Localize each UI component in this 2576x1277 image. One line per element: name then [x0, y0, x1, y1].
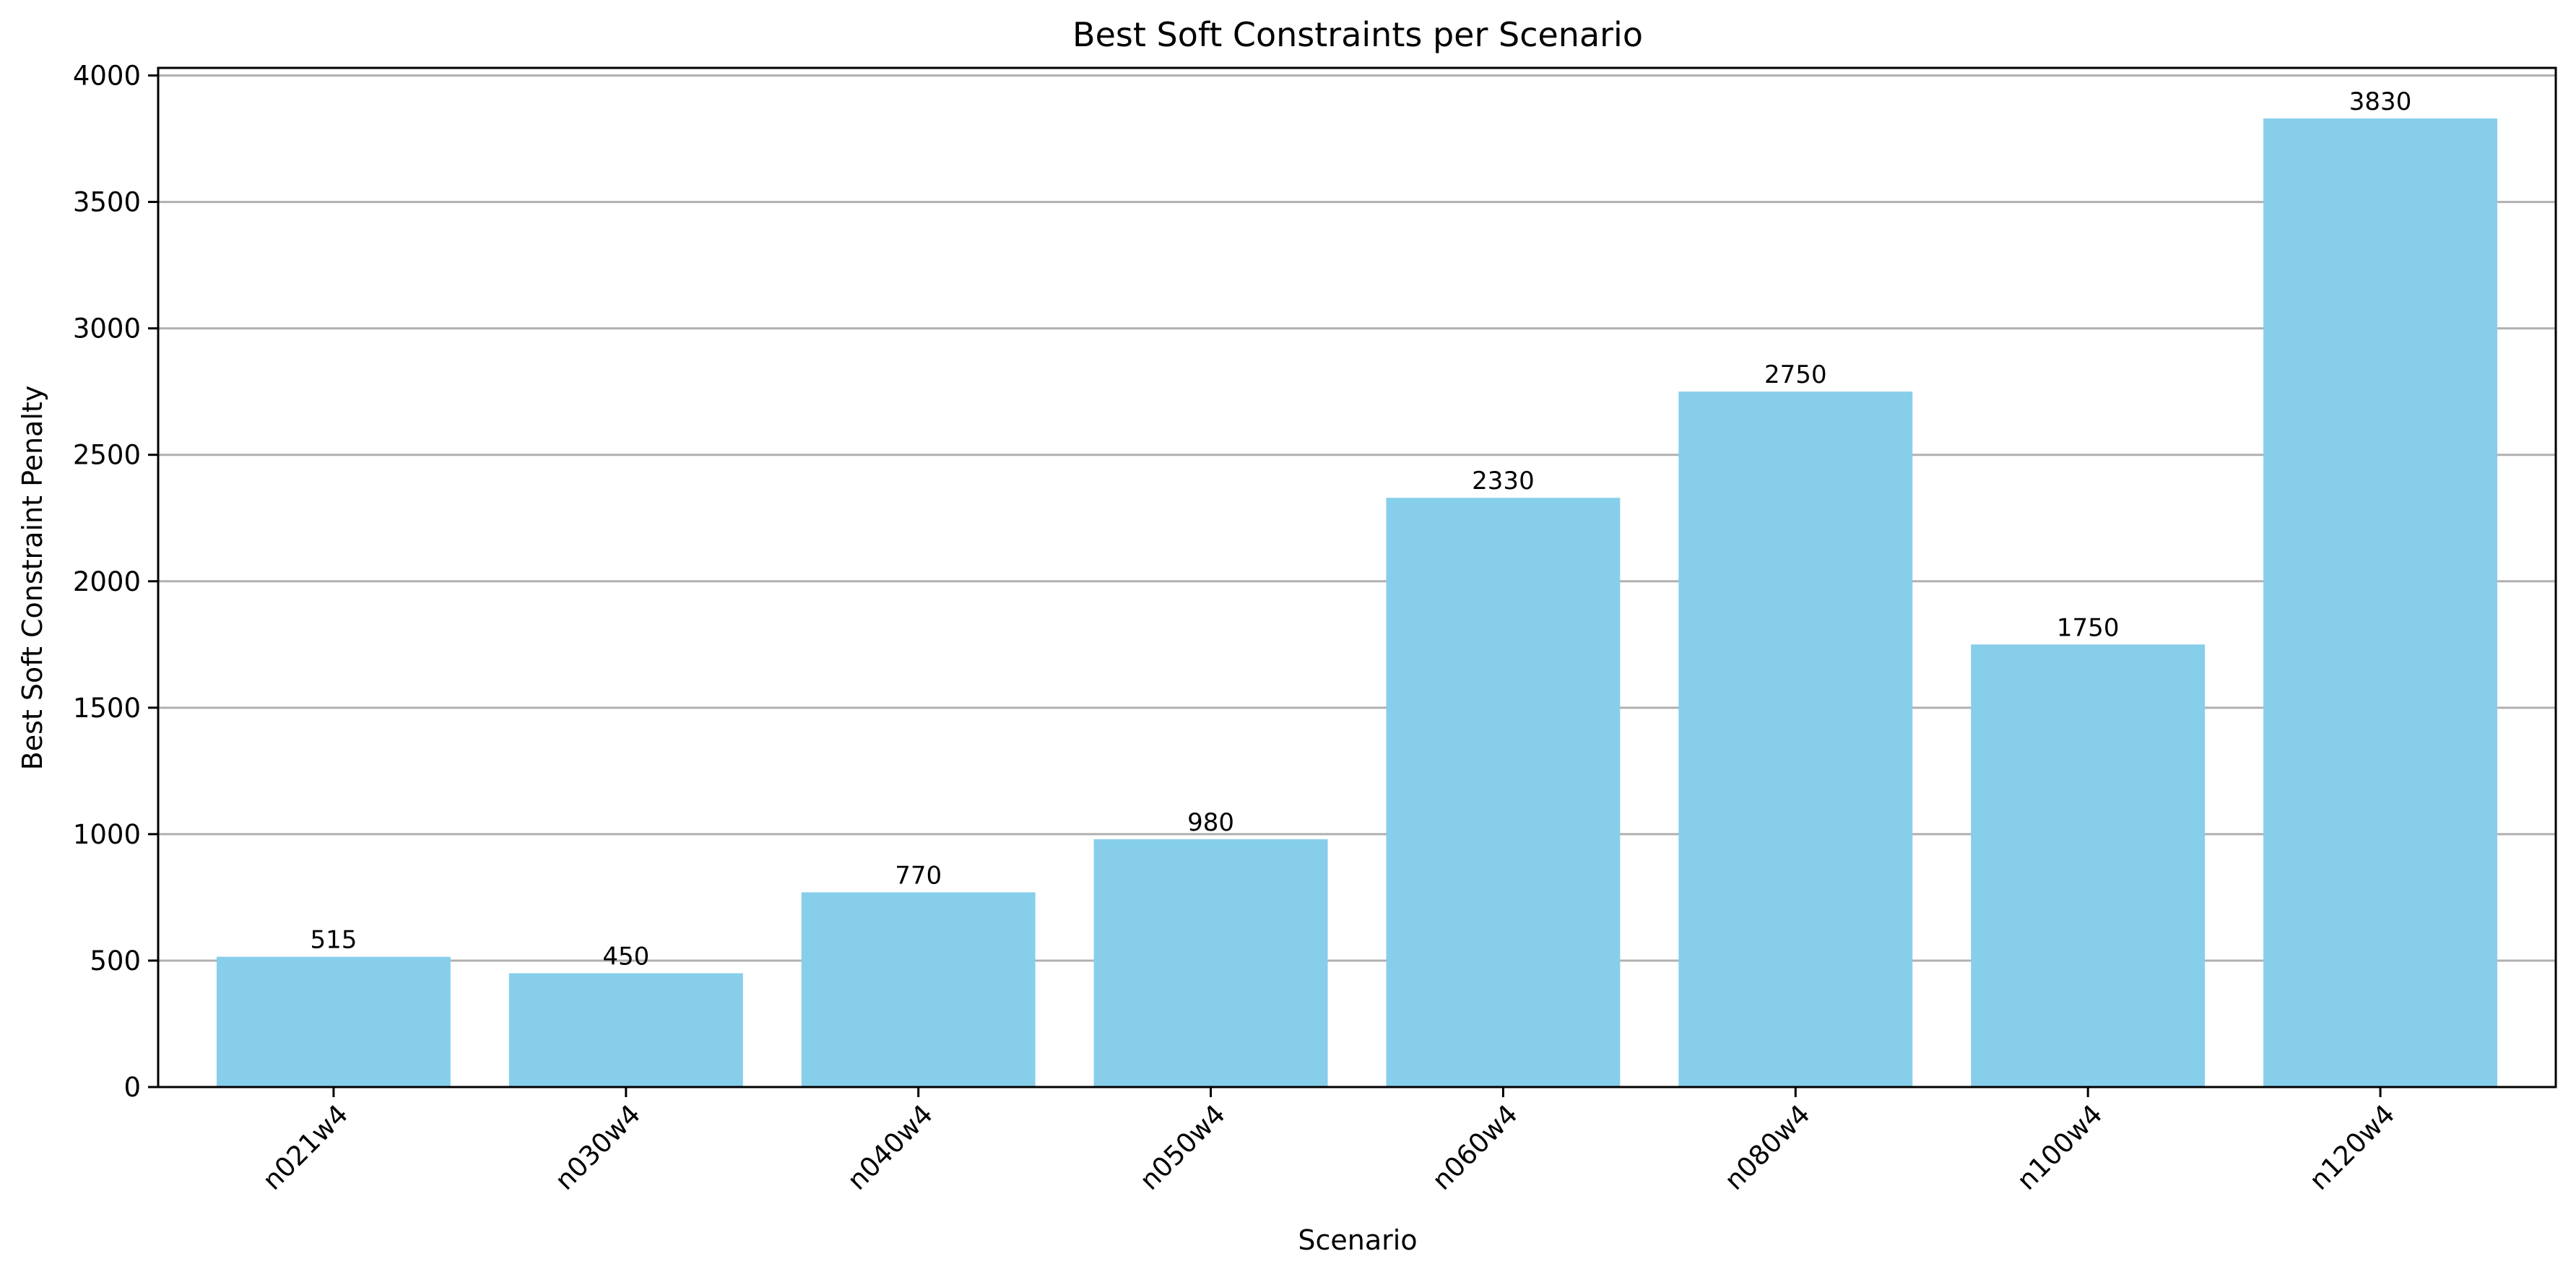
bar-value-label: 1750 [2057, 613, 2120, 642]
x-tick-label: n080w4 [1719, 1099, 1816, 1196]
y-axis-ticks: 0 500 1000 1500 2000 2500 3000 3500 4000 [73, 61, 158, 1103]
x-axis-ticks: n021w4 n030w4 n040w4 n050w4 n060w4 n080w4 n100… [256, 1087, 2401, 1196]
x-axis-label: Scenario [1298, 1224, 1417, 1256]
x-tick-label: n060w4 [1426, 1099, 1524, 1196]
y-tick-label: 4000 [73, 61, 141, 92]
y-tick-label: 2500 [73, 440, 141, 471]
bar-value-label: 2750 [1764, 360, 1827, 389]
chart-title: Best Soft Constraints per Scenario [1072, 15, 1643, 54]
y-tick-label: 500 [90, 945, 141, 977]
bars [216, 118, 2498, 1088]
y-gridlines [158, 74, 2556, 1088]
bar-value-label: 3830 [2349, 87, 2412, 116]
x-tick-label: n030w4 [549, 1099, 646, 1196]
bar [801, 892, 1036, 1087]
bar [1971, 644, 2206, 1087]
y-tick-label: 3500 [73, 187, 141, 218]
y-tick-label: 3000 [73, 313, 141, 345]
bar-value-label: 770 [895, 861, 942, 890]
bar [1093, 839, 1328, 1087]
bar [2263, 118, 2498, 1088]
y-axis-label: Best Soft Constraint Penalty [17, 386, 48, 771]
y-tick-label: 1500 [73, 693, 141, 724]
bar-value-label: 450 [602, 942, 649, 971]
y-tick-label: 2000 [73, 566, 141, 597]
x-tick-label: n021w4 [256, 1099, 354, 1196]
bar [1678, 391, 1913, 1087]
bar [508, 973, 743, 1087]
bar [216, 956, 451, 1087]
x-tick-label: n100w4 [2011, 1099, 2109, 1196]
bar-value-labels: 515 450 770 980 2330 2750 1750 3830 [310, 87, 2411, 971]
bar [1386, 498, 1621, 1087]
x-tick-label: n050w4 [1134, 1099, 1231, 1196]
y-tick-label: 0 [123, 1072, 141, 1103]
bar-value-label: 2330 [1472, 467, 1535, 495]
x-tick-label: n120w4 [2303, 1099, 2401, 1196]
y-tick-label: 1000 [73, 819, 141, 850]
plot-frame [157, 66, 2557, 1088]
x-tick-label: n040w4 [841, 1099, 939, 1196]
bar-value-label: 515 [310, 926, 357, 955]
bar-value-label: 980 [1187, 808, 1234, 837]
